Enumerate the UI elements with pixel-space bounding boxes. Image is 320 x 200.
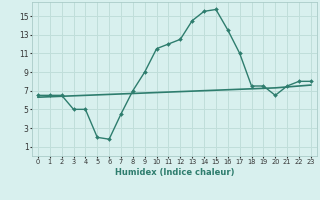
X-axis label: Humidex (Indice chaleur): Humidex (Indice chaleur) <box>115 168 234 177</box>
